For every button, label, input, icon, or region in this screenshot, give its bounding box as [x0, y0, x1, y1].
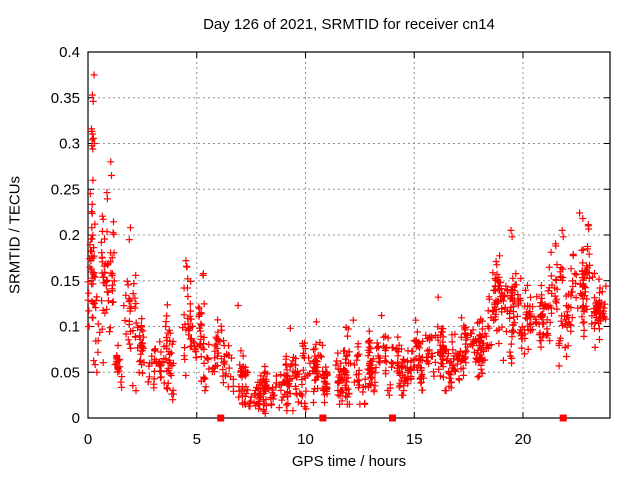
y-axis-label: SRMTID / TECUs	[6, 175, 24, 295]
y-tick-label: 0.05	[51, 364, 80, 381]
x-tick-label: 15	[406, 431, 423, 448]
y-tick-label: 0.3	[59, 136, 80, 153]
y-tick-label: 0.35	[51, 90, 80, 107]
zero-flag-marker	[559, 414, 567, 422]
x-axis-label: GPS time / hours	[291, 453, 407, 470]
x-tick-label: 0	[84, 431, 92, 448]
y-tick-label: 0.4	[59, 44, 80, 61]
y-tick-label: 0.1	[59, 319, 80, 336]
y-tick-label: 0.2	[59, 227, 80, 244]
x-tick-label: 5	[193, 431, 201, 448]
axis-ticks	[87, 51, 610, 419]
tick-labels: 0 5 10 15 20 0 0.05 0.1 0.15 0.2 0.25 0.3 0.35 0.4	[51, 44, 532, 448]
zero-flag-marker	[319, 414, 327, 422]
scatter-series	[84, 71, 610, 417]
y-tick-label: 0	[72, 410, 80, 427]
y-tick-label: 0.25	[51, 181, 80, 198]
x-tick-label: 10	[297, 431, 314, 448]
scatter-points	[84, 71, 610, 417]
zero-flag-marker	[389, 414, 396, 422]
chart-title: Day 126 of 2021, SRMTID for receiver cn1…	[203, 16, 495, 33]
x-tick-label: 20	[515, 431, 532, 448]
y-tick-label: 0.15	[51, 273, 80, 290]
zero-flag-marker	[217, 414, 225, 422]
zero-flag-series	[217, 414, 567, 422]
